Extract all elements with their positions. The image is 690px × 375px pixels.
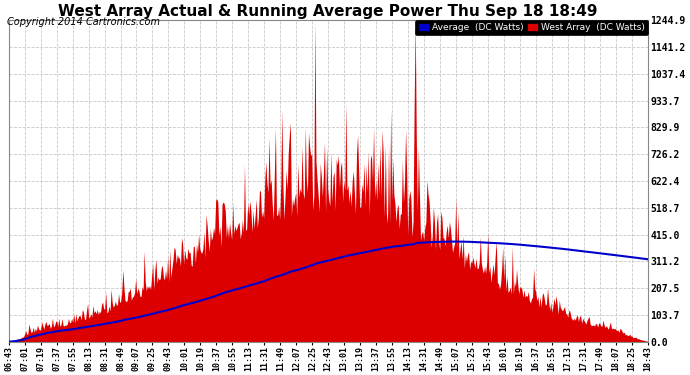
Text: Copyright 2014 Cartronics.com: Copyright 2014 Cartronics.com (7, 17, 160, 27)
Title: West Array Actual & Running Average Power Thu Sep 18 18:49: West Array Actual & Running Average Powe… (59, 4, 598, 19)
Legend: Average  (DC Watts), West Array  (DC Watts): Average (DC Watts), West Array (DC Watts… (415, 20, 648, 35)
